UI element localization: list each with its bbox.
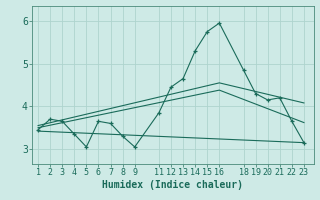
X-axis label: Humidex (Indice chaleur): Humidex (Indice chaleur)	[102, 180, 243, 190]
